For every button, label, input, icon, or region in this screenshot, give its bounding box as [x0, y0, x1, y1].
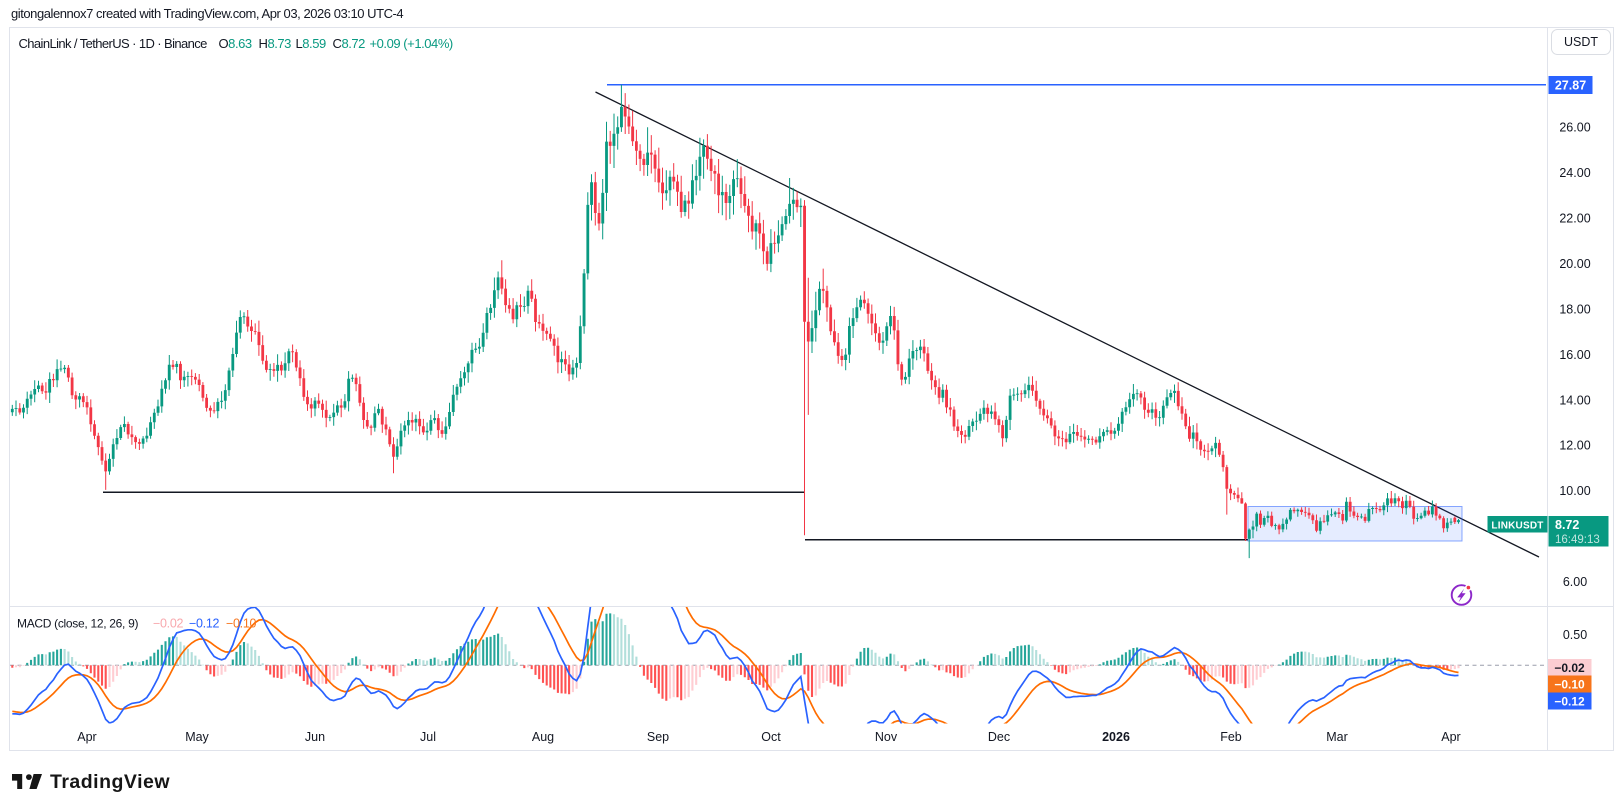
svg-text:16:49:13: 16:49:13: [1555, 534, 1600, 546]
svg-text:Oct: Oct: [761, 730, 781, 744]
svg-text:0.50: 0.50: [1563, 628, 1587, 642]
svg-text:Dec: Dec: [988, 730, 1010, 744]
svg-text:−0.12: −0.12: [1554, 695, 1585, 709]
svg-text:Feb: Feb: [1220, 730, 1242, 744]
svg-text:20.00: 20.00: [1559, 257, 1590, 271]
svg-text:14.00: 14.00: [1559, 393, 1590, 407]
svg-text:18.00: 18.00: [1559, 302, 1590, 316]
svg-text:22.00: 22.00: [1559, 211, 1590, 225]
svg-text:−0.10: −0.10: [226, 617, 256, 631]
svg-text:12.00: 12.00: [1559, 439, 1590, 453]
svg-text:−0.12: −0.12: [189, 617, 219, 631]
svg-text:−0.02: −0.02: [153, 617, 183, 631]
svg-text:Mar: Mar: [1326, 730, 1348, 744]
svg-text:MACD (close, 12, 26, 9): MACD (close, 12, 26, 9): [17, 617, 138, 631]
svg-text:LINKUSDT: LINKUSDT: [1491, 521, 1543, 532]
svg-text:10.00: 10.00: [1559, 484, 1590, 498]
svg-text:USDT: USDT: [1564, 35, 1598, 49]
svg-text:Jun: Jun: [305, 730, 325, 744]
svg-text:26.00: 26.00: [1559, 121, 1590, 135]
svg-text:Sep: Sep: [647, 730, 669, 744]
svg-text:Jul: Jul: [420, 730, 436, 744]
svg-text:24.00: 24.00: [1559, 166, 1590, 180]
svg-text:May: May: [185, 730, 209, 744]
svg-text:Aug: Aug: [532, 730, 554, 744]
svg-text:8.72: 8.72: [1555, 518, 1579, 532]
svg-text:27.87: 27.87: [1555, 79, 1586, 93]
svg-text:−0.02: −0.02: [1554, 661, 1585, 675]
svg-text:16.00: 16.00: [1559, 348, 1590, 362]
svg-text:Apr: Apr: [1441, 730, 1460, 744]
svg-text:−0.10: −0.10: [1554, 678, 1585, 692]
svg-text:6.00: 6.00: [1563, 575, 1587, 589]
svg-text:Nov: Nov: [875, 730, 898, 744]
svg-text:Apr: Apr: [77, 730, 96, 744]
svg-text:2026: 2026: [1102, 730, 1130, 744]
